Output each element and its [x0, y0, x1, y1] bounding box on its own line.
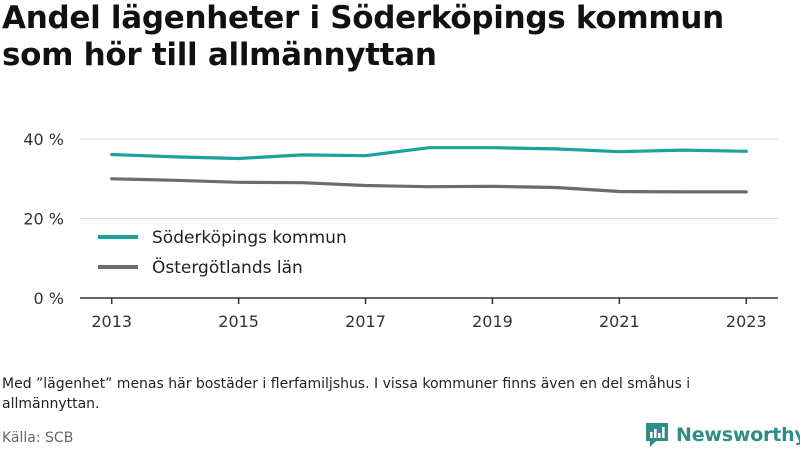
chart-note: Med ”lägenhet” menas här bostäder i fler…: [2, 376, 691, 412]
source-label: Källa: SCB: [2, 430, 74, 446]
y-tick-label: 40 %: [23, 130, 64, 149]
series-line-0: [110, 146, 748, 161]
brand-name: Newsworthy: [676, 424, 800, 446]
x-tick-label: 2015: [218, 312, 259, 331]
y-tick-label: 20 %: [23, 210, 64, 229]
series-lines: [110, 146, 748, 194]
x-tick-label: 2023: [726, 312, 767, 331]
series-line-1: [110, 177, 748, 194]
legend: Söderköpings kommun Östergötlands län: [98, 228, 347, 278]
legend-label: Östergötlands län: [152, 256, 303, 278]
axes: 0 % 20 % 40 % 2013 2015 2017 2019 2021 2023: [23, 130, 778, 331]
newsworthy-logo: Newsworthy: [644, 420, 800, 450]
x-tick-label: 2021: [599, 312, 640, 331]
newsworthy-logo-icon: [646, 423, 668, 447]
gridlines: [80, 138, 778, 219]
x-tick-label: 2019: [472, 312, 513, 331]
line-chart: 0 % 20 % 40 % 2013 2015 2017 2019 2021 2023 Söde…: [23, 130, 778, 331]
x-tick-label: 2013: [91, 312, 132, 331]
y-tick-label: 0 %: [34, 289, 64, 308]
legend-label: Söderköpings kommun: [152, 228, 347, 248]
x-tick-label: 2017: [345, 312, 386, 331]
chart-title: Andel lägenheter i Söderköpings kommun s…: [2, 0, 724, 73]
